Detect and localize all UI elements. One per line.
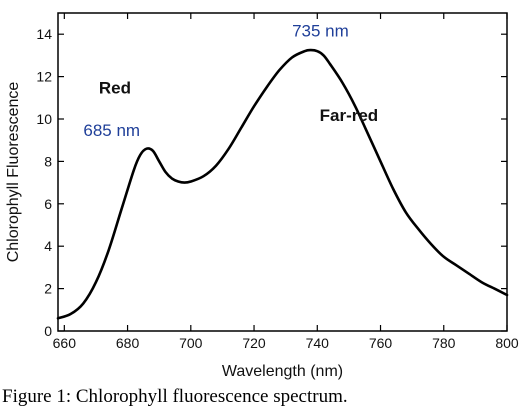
series-group xyxy=(56,48,509,320)
x-tick-label: 760 xyxy=(369,335,393,351)
x-axis-ticks: 660 680 700 720 740 760 780 800 xyxy=(53,13,519,351)
x-tick-label: 680 xyxy=(116,335,140,351)
annotation-label: Far-red xyxy=(320,106,379,125)
plot-area xyxy=(57,12,508,332)
annotation-label: 735 nm xyxy=(292,21,349,40)
x-axis-title: Wavelength (nm) xyxy=(222,363,343,380)
x-tick-label: 660 xyxy=(53,335,77,351)
figure-caption: Figure 1: Chlorophyll fluorescence spect… xyxy=(2,386,348,407)
plot-frame xyxy=(57,12,508,332)
annotation-label: 685 nm xyxy=(83,121,140,140)
x-tick-label: 720 xyxy=(242,335,266,351)
x-tick-label: 740 xyxy=(306,335,330,351)
y-tick-label: 0 xyxy=(44,323,52,339)
y-tick-label: 8 xyxy=(44,153,52,169)
x-tick-label: 700 xyxy=(179,335,203,351)
x-tick-label: 800 xyxy=(495,335,519,351)
y-tick-label: 2 xyxy=(44,281,52,297)
y-tick-label: 14 xyxy=(36,26,52,42)
annotations: 735 nm Red 685 nm Far-red xyxy=(83,21,378,140)
y-tick-label: 12 xyxy=(36,69,52,85)
y-axis-ticks: 0 2 4 6 8 10 12 14 xyxy=(36,26,507,339)
y-axis-title: Chlorophyll Fluorescence xyxy=(5,82,22,263)
y-tick-label: 4 xyxy=(44,238,52,254)
y-tick-label: 10 xyxy=(36,111,52,127)
x-tick-label: 780 xyxy=(432,335,456,351)
y-tick-label: 6 xyxy=(44,196,52,212)
fluorescence-series-line xyxy=(56,48,509,320)
annotation-label: Red xyxy=(99,79,131,98)
